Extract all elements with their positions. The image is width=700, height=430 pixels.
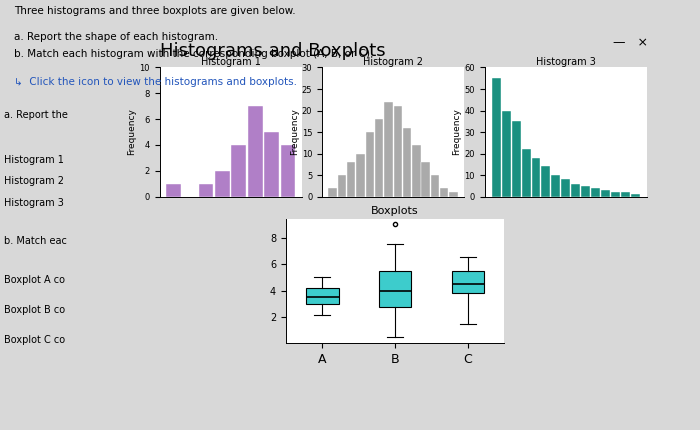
Bar: [631, 194, 640, 197]
Y-axis label: Frequency: Frequency: [127, 108, 136, 156]
Text: Three histograms and three boxplots are given below.: Three histograms and three boxplots are …: [14, 6, 295, 16]
Bar: [338, 175, 346, 197]
Bar: [199, 184, 214, 197]
Bar: [522, 149, 531, 197]
Bar: [347, 162, 356, 197]
PathPatch shape: [306, 288, 339, 304]
Bar: [449, 192, 458, 197]
Title: Histogram 3: Histogram 3: [536, 57, 596, 67]
Text: —   ×: — ×: [613, 36, 648, 49]
Bar: [581, 186, 590, 197]
Bar: [356, 154, 365, 197]
PathPatch shape: [379, 271, 412, 307]
Y-axis label: Frequency: Frequency: [452, 108, 461, 156]
Bar: [502, 111, 511, 197]
Bar: [215, 171, 230, 197]
Text: Boxplot A co: Boxplot A co: [4, 275, 64, 285]
Bar: [440, 188, 449, 197]
Bar: [561, 179, 570, 197]
Bar: [421, 162, 430, 197]
Bar: [492, 78, 500, 197]
Text: Histograms and Boxplots: Histograms and Boxplots: [160, 42, 386, 60]
Text: Boxplot C co: Boxplot C co: [4, 335, 64, 345]
Bar: [531, 158, 540, 197]
Bar: [611, 192, 620, 197]
Title: Boxplots: Boxplots: [371, 206, 419, 216]
Bar: [281, 145, 295, 197]
Bar: [542, 166, 550, 197]
Bar: [248, 106, 262, 197]
Title: Histogram 2: Histogram 2: [363, 57, 423, 67]
Text: Histogram 1: Histogram 1: [4, 155, 64, 165]
Bar: [232, 145, 246, 197]
Bar: [166, 184, 181, 197]
Bar: [375, 119, 384, 197]
Title: Histogram 1: Histogram 1: [201, 57, 260, 67]
Text: a. Report the: a. Report the: [4, 110, 67, 120]
Y-axis label: Frequency: Frequency: [290, 108, 299, 156]
Bar: [512, 121, 521, 197]
Bar: [328, 188, 337, 197]
Bar: [430, 175, 439, 197]
Text: b. Match eac: b. Match eac: [4, 237, 66, 246]
Bar: [393, 106, 402, 197]
Text: ↳  Click the icon to view the histograms and boxplots.: ↳ Click the icon to view the histograms …: [14, 77, 297, 87]
Bar: [365, 132, 374, 197]
Bar: [264, 132, 279, 197]
Bar: [552, 175, 560, 197]
Text: Histogram 3: Histogram 3: [4, 198, 64, 208]
Text: a. Report the shape of each histogram.: a. Report the shape of each histogram.: [14, 32, 218, 42]
Text: Boxplot B co: Boxplot B co: [4, 305, 64, 315]
Bar: [571, 184, 580, 197]
Bar: [591, 188, 600, 197]
Text: b. Match each histogram with the corresponding boxplot (A, B, or C).: b. Match each histogram with the corresp…: [14, 49, 373, 59]
Bar: [601, 190, 610, 197]
PathPatch shape: [452, 271, 484, 293]
Bar: [403, 128, 411, 197]
Bar: [621, 192, 630, 197]
Bar: [384, 102, 393, 197]
Bar: [412, 145, 421, 197]
Text: Histogram 2: Histogram 2: [4, 176, 64, 186]
